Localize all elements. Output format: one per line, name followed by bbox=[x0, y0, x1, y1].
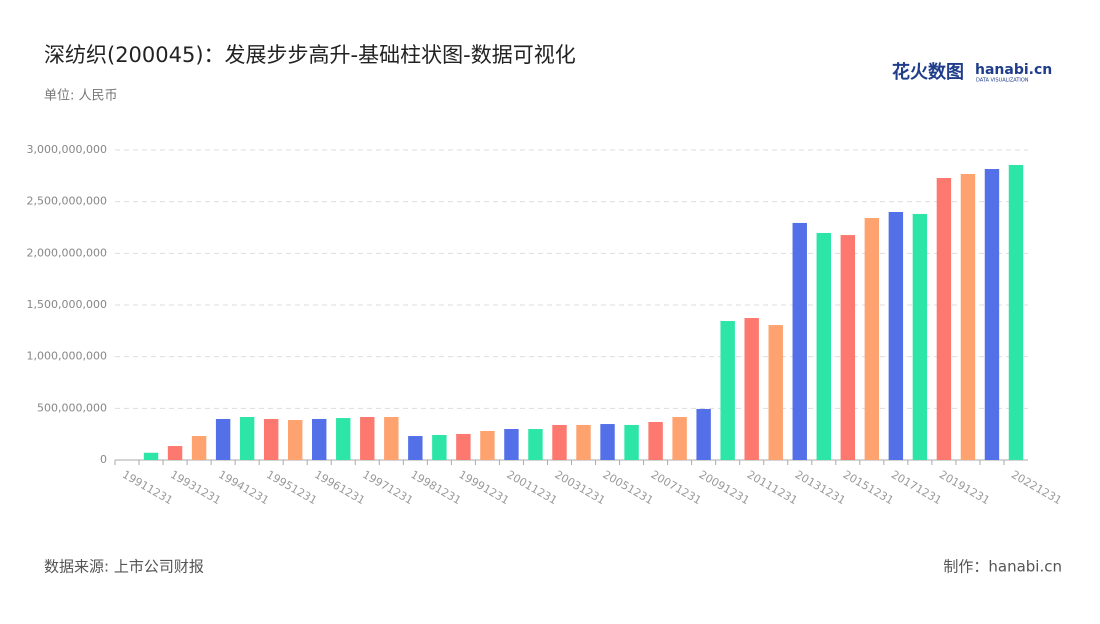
bar bbox=[1008, 164, 1024, 460]
y-tick-label: 0 bbox=[100, 453, 107, 466]
x-tick-label: 19991231 bbox=[456, 468, 511, 507]
x-tick-label: 19911231 bbox=[120, 468, 175, 507]
credit: 制作：hanabi.cn bbox=[943, 558, 1062, 576]
bar bbox=[552, 424, 567, 460]
bar bbox=[888, 212, 904, 460]
x-tick-label: 20091231 bbox=[697, 468, 752, 507]
bar bbox=[744, 318, 759, 460]
bar bbox=[816, 232, 831, 460]
bar bbox=[287, 420, 303, 460]
bar bbox=[167, 446, 183, 460]
bar bbox=[624, 424, 639, 460]
bar bbox=[912, 213, 928, 460]
x-tick-label: 20051231 bbox=[601, 468, 656, 507]
bar bbox=[600, 424, 615, 460]
y-tick-label: 2,000,000,000 bbox=[27, 246, 107, 259]
y-tick-label: 1,500,000,000 bbox=[27, 298, 107, 311]
bar bbox=[384, 417, 399, 460]
x-tick-label: 19931231 bbox=[168, 468, 223, 507]
x-tick-label: 19981231 bbox=[408, 468, 463, 507]
x-tick-label: 19951231 bbox=[264, 468, 319, 507]
chart-subtitle: 单位: 人民币 bbox=[44, 89, 118, 104]
bar bbox=[792, 222, 807, 460]
x-tick-label: 19971231 bbox=[360, 468, 415, 507]
x-tick-label: 19941231 bbox=[216, 468, 271, 507]
bar bbox=[672, 417, 687, 460]
y-tick-label: 500,000,000 bbox=[37, 401, 107, 414]
bar bbox=[528, 429, 543, 460]
bar bbox=[191, 436, 207, 460]
bar bbox=[456, 433, 471, 460]
bar bbox=[960, 173, 976, 460]
bar bbox=[312, 418, 327, 460]
y-tick-label: 3,000,000,000 bbox=[27, 143, 107, 156]
logo-brand: 花火数图 bbox=[892, 61, 964, 83]
bar bbox=[576, 424, 591, 460]
logo-site: hanabi.cn bbox=[975, 62, 1052, 78]
bar bbox=[720, 321, 735, 460]
chart-title: 深纺织(200045)：发展步步高升-基础柱状图-数据可视化 bbox=[44, 43, 576, 67]
bar bbox=[143, 452, 159, 460]
bar bbox=[432, 434, 447, 460]
bar bbox=[864, 217, 880, 460]
bar bbox=[336, 418, 351, 460]
x-tick-label: 20011231 bbox=[504, 468, 559, 507]
x-tick-label: 20191231 bbox=[937, 468, 992, 507]
source: 数据来源: 上市公司财报 bbox=[44, 558, 204, 576]
x-tick-label: 20131231 bbox=[793, 468, 848, 507]
bar bbox=[360, 417, 375, 460]
x-tick-label: 19961231 bbox=[312, 468, 367, 507]
bar bbox=[215, 418, 231, 460]
y-tick-label: 2,500,000,000 bbox=[27, 195, 107, 208]
logo-tagline: DATA VISUALIZATION bbox=[976, 78, 1029, 84]
x-tick-label: 20151231 bbox=[841, 468, 896, 507]
bar bbox=[696, 408, 711, 460]
bar bbox=[984, 169, 1000, 460]
x-tick-label: 20071231 bbox=[649, 468, 704, 507]
x-tick-label: 20221231 bbox=[1009, 468, 1064, 507]
bar bbox=[263, 418, 279, 460]
bar bbox=[936, 178, 952, 460]
bar bbox=[840, 235, 856, 460]
bar bbox=[239, 417, 255, 460]
y-tick-label: 1,000,000,000 bbox=[27, 350, 107, 363]
x-tick-label: 20111231 bbox=[745, 468, 800, 507]
bar bbox=[768, 325, 783, 460]
bar bbox=[408, 436, 423, 460]
x-tick-label: 20031231 bbox=[552, 468, 607, 507]
x-tick-label: 20171231 bbox=[889, 468, 944, 507]
bar bbox=[480, 430, 495, 460]
bar bbox=[648, 421, 663, 460]
bar bbox=[504, 429, 519, 460]
